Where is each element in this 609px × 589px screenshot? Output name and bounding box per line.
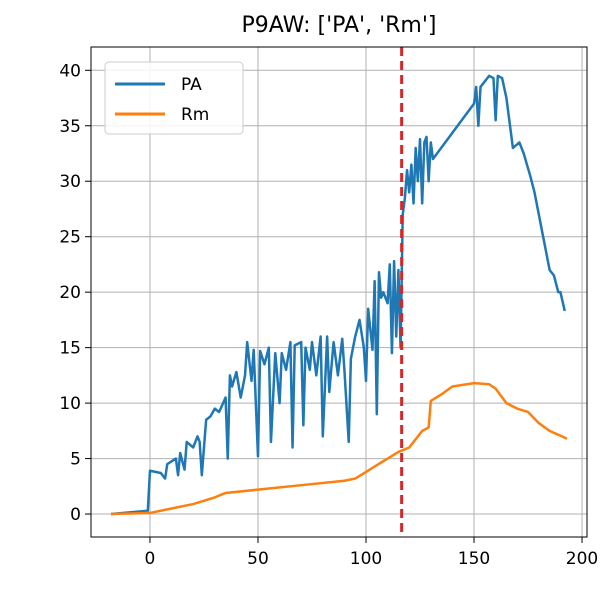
y-tick-label: 25	[59, 228, 81, 248]
x-tick-label: 150	[458, 549, 490, 569]
x-tick-label: 0	[145, 549, 156, 569]
plot-frame	[90, 46, 588, 538]
series-line	[110, 74, 566, 516]
legend-label: PA	[181, 75, 202, 95]
y-tick-label: 0	[70, 505, 81, 525]
y-tick-label: 40	[59, 61, 81, 81]
chart-title: P9AW: ['PA', 'Rm']	[242, 13, 437, 38]
y-tick-label: 15	[59, 339, 81, 359]
legend-label: Rm	[181, 105, 209, 125]
y-tick-label: 10	[59, 394, 81, 414]
y-tick-label: 20	[59, 283, 81, 303]
y-tick-label: 35	[59, 117, 81, 137]
legend-box	[104, 61, 244, 135]
y-tick-label: 30	[59, 172, 81, 192]
x-tick-label: 200	[566, 549, 598, 569]
x-tick-label: 50	[247, 549, 269, 569]
series-line	[111, 381, 568, 516]
x-tick-label: 100	[350, 549, 382, 569]
y-tick-label: 5	[70, 450, 81, 470]
